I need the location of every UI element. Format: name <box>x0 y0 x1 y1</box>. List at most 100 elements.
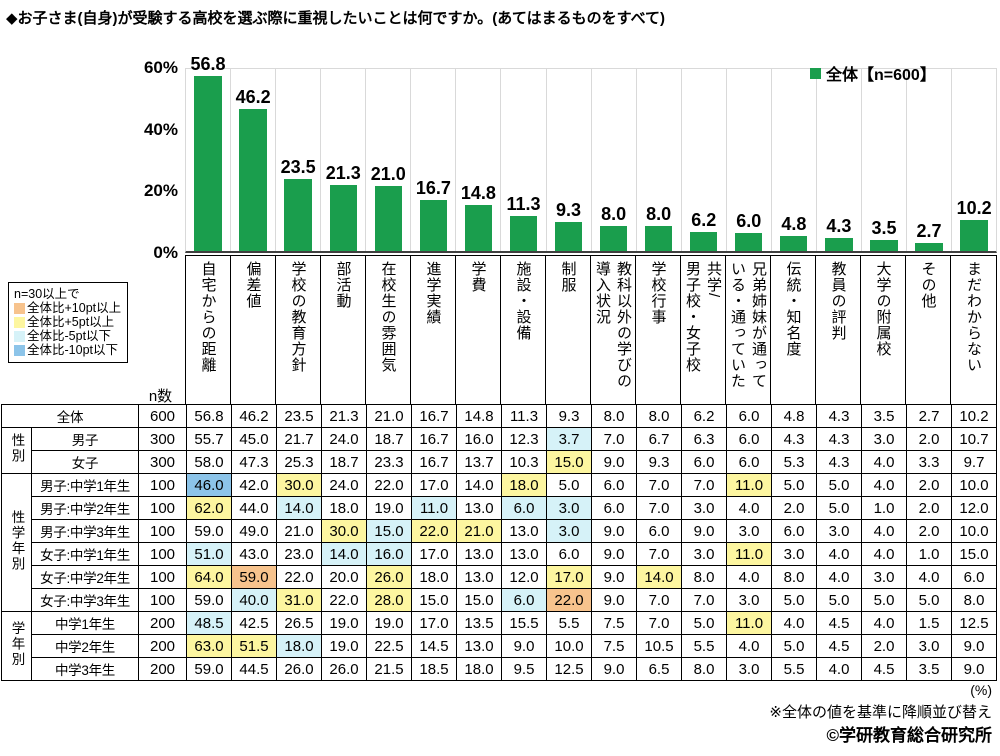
value-cell: 18.0 <box>411 565 457 589</box>
value-cell: 11.3 <box>501 404 547 428</box>
value-cell: 16.0 <box>456 427 502 451</box>
value-cell: 3.0 <box>771 542 817 566</box>
category-label: 共学/ 男子校・女子校 <box>684 261 722 373</box>
value-cell: 15.0 <box>411 588 457 612</box>
value-cell: 3.0 <box>546 496 592 520</box>
chart-column: 8.0 <box>637 69 682 251</box>
value-cell: 58.0 <box>186 450 232 474</box>
threshold-items: 全体比+10pt以上 全体比+5pt以上 全体比-5pt以下 全体比-10pt以下 <box>14 301 121 357</box>
category-label: 学費 <box>469 261 487 293</box>
value-cell: 4.0 <box>816 565 862 589</box>
value-cell: 42.5 <box>231 611 277 635</box>
value-cell: 3.0 <box>861 565 907 589</box>
threshold-swatch-icon <box>14 302 25 314</box>
value-cell: 24.0 <box>321 427 367 451</box>
value-cell: 17.0 <box>411 473 457 497</box>
category-label: 進学実績 <box>424 261 442 325</box>
bar-value-label: 11.3 <box>506 194 541 215</box>
value-cell: 3.5 <box>906 657 952 681</box>
bar-value-label: 14.8 <box>460 183 496 204</box>
value-cell: 18.0 <box>456 657 502 681</box>
bar <box>690 231 718 251</box>
table-row: 中学3年生 200 59.0 44.5 26.0 26.0 21.5 18.5 18.0 9.5 1… <box>2 657 997 681</box>
value-cell: 55.7 <box>186 427 232 451</box>
value-cell: 15.0 <box>366 519 412 543</box>
table-row: 男子:中学2年生 100 62.0 44.0 14.0 18.0 19.0 11.0 13.0 6… <box>2 496 997 520</box>
value-cell: 51.0 <box>186 542 232 566</box>
n-value-cell: 100 <box>138 473 187 497</box>
n-value-cell: 200 <box>138 611 187 635</box>
value-cell: 4.0 <box>726 565 772 589</box>
category-cell: 学校の教育方針 <box>276 256 321 404</box>
value-cell: 23.3 <box>366 450 412 474</box>
category-cell: 大学の附属校 <box>861 256 906 404</box>
value-cell: 7.0 <box>636 473 682 497</box>
chart-column: 4.8 <box>772 69 817 251</box>
bar <box>915 242 943 251</box>
value-cell: 3.0 <box>906 634 952 658</box>
bar-value-label: 21.0 <box>370 164 406 185</box>
value-cell: 30.0 <box>276 473 322 497</box>
value-cell: 22.5 <box>366 634 412 658</box>
bar-value-label: 3.5 <box>871 218 897 239</box>
category-label: 学校行事 <box>649 261 667 325</box>
value-cell: 18.7 <box>366 427 412 451</box>
category-label: 兄弟姉妹が通って いる・通っていた <box>729 261 767 389</box>
value-cell: 3.0 <box>726 519 772 543</box>
n-value-cell: 200 <box>138 657 187 681</box>
value-cell: 4.0 <box>726 634 772 658</box>
bar <box>374 186 402 251</box>
n-value-cell: 100 <box>138 565 187 589</box>
value-cell: 22.0 <box>366 473 412 497</box>
value-cell: 1.5 <box>906 611 952 635</box>
value-cell: 6.0 <box>726 450 772 474</box>
value-cell: 31.0 <box>276 588 322 612</box>
value-cell: 6.0 <box>636 519 682 543</box>
value-cell: 44.5 <box>231 657 277 681</box>
bar-value-label: 4.3 <box>826 215 852 236</box>
legend-label: 全体【n=600】 <box>826 67 936 84</box>
value-cell: 5.0 <box>771 634 817 658</box>
y-axis-tick-label: 60% <box>143 58 178 77</box>
value-cell: 22.0 <box>546 588 592 612</box>
value-cell: 4.0 <box>816 657 862 681</box>
bar-value-label: 4.8 <box>781 214 807 235</box>
value-cell: 19.0 <box>366 496 412 520</box>
category-label: 偏差値 <box>244 261 262 309</box>
group-label-cell: 性学年別 <box>1 473 32 612</box>
chart-column: 2.7 <box>907 69 953 251</box>
value-cell: 21.0 <box>366 404 412 428</box>
table-row: 性別 男子 300 55.7 45.0 21.7 24.0 18.7 16.7 16.0 12.3 3… <box>1 427 997 474</box>
chart-column: 23.5 <box>276 69 322 251</box>
value-cell: 7.0 <box>681 473 727 497</box>
value-cell: 6.0 <box>726 404 772 428</box>
value-cell: 15.5 <box>501 611 547 635</box>
bar <box>870 240 898 251</box>
n-value-cell: 100 <box>138 542 187 566</box>
value-cell: 4.8 <box>771 404 817 428</box>
threshold-item: 全体比-5pt以下 <box>14 329 121 343</box>
row-label-cell: 女子 <box>31 450 139 474</box>
value-cell: 3.0 <box>816 519 862 543</box>
value-cell: 12.5 <box>546 657 592 681</box>
value-cell: 9.5 <box>501 657 547 681</box>
table-row: 性学年別 男子:中学1年生 100 46.0 42.0 30.0 24.0 22.0 17.0 1… <box>1 473 997 612</box>
value-cell: 13.0 <box>456 634 502 658</box>
value-cell: 13.7 <box>456 450 502 474</box>
category-cell: 教員の評判 <box>816 256 861 404</box>
value-cell: 11.0 <box>726 473 772 497</box>
value-cell: 2.0 <box>906 473 952 497</box>
value-cell: 3.0 <box>861 427 907 451</box>
chart-column: 6.0 <box>727 69 772 251</box>
value-cell: 18.0 <box>321 496 367 520</box>
category-cell: 伝統・知名度 <box>771 256 816 404</box>
chart-column: 46.2 <box>231 69 277 251</box>
bar-value-label: 46.2 <box>235 86 271 107</box>
category-cell: 制服 <box>546 256 591 404</box>
value-cell: 15.0 <box>546 450 592 474</box>
value-cell: 9.0 <box>501 634 547 658</box>
value-cell: 9.0 <box>591 588 637 612</box>
bar-value-label: 2.7 <box>916 220 942 241</box>
value-cell: 7.0 <box>636 611 682 635</box>
value-cell: 8.0 <box>771 565 817 589</box>
